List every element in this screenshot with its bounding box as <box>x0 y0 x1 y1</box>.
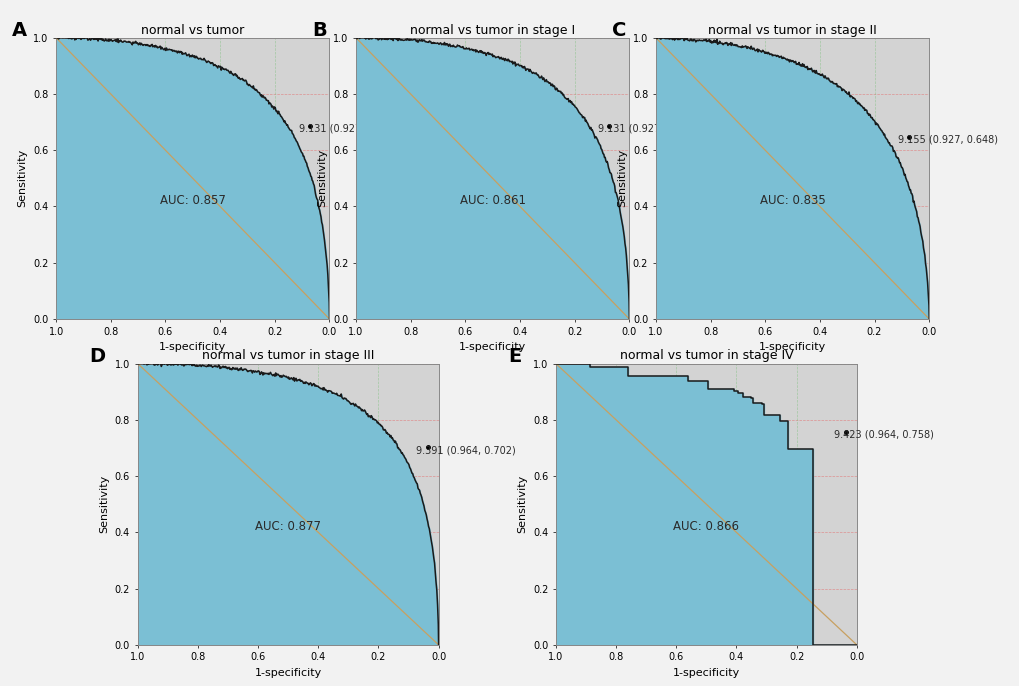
Text: D: D <box>90 346 106 366</box>
Text: AUC: 0.861: AUC: 0.861 <box>460 194 525 207</box>
Y-axis label: Sensitivity: Sensitivity <box>17 150 28 207</box>
Title: normal vs tumor: normal vs tumor <box>141 23 245 36</box>
X-axis label: 1-specificity: 1-specificity <box>255 668 321 678</box>
Text: 9.423 (0.964, 0.758): 9.423 (0.964, 0.758) <box>834 429 932 439</box>
Text: AUC: 0.857: AUC: 0.857 <box>160 194 225 207</box>
X-axis label: 1-specificity: 1-specificity <box>673 668 739 678</box>
X-axis label: 1-specificity: 1-specificity <box>459 342 526 352</box>
Text: 9.391 (0.964, 0.702): 9.391 (0.964, 0.702) <box>416 445 515 455</box>
Text: B: B <box>312 21 327 40</box>
Y-axis label: Sensitivity: Sensitivity <box>616 150 627 207</box>
Text: C: C <box>611 21 626 40</box>
Y-axis label: Sensitivity: Sensitivity <box>99 475 109 533</box>
Text: AUC: 0.866: AUC: 0.866 <box>673 520 739 533</box>
Y-axis label: Sensitivity: Sensitivity <box>517 475 527 533</box>
Text: E: E <box>507 346 521 366</box>
Text: A: A <box>12 21 28 40</box>
X-axis label: 1-specificity: 1-specificity <box>758 342 825 352</box>
Title: normal vs tumor in stage IV: normal vs tumor in stage IV <box>619 349 793 362</box>
Title: normal vs tumor in stage II: normal vs tumor in stage II <box>707 23 876 36</box>
Text: 9.155 (0.927, 0.648): 9.155 (0.927, 0.648) <box>898 134 998 144</box>
Title: normal vs tumor in stage I: normal vs tumor in stage I <box>410 23 575 36</box>
Y-axis label: Sensitivity: Sensitivity <box>317 150 327 207</box>
Text: 9.131 (0.927, 0.685): 9.131 (0.927, 0.685) <box>299 124 398 134</box>
X-axis label: 1-specificity: 1-specificity <box>159 342 226 352</box>
Text: 9.131 (0.927, 0.685): 9.131 (0.927, 0.685) <box>598 124 698 134</box>
Title: normal vs tumor in stage III: normal vs tumor in stage III <box>202 349 374 362</box>
Text: AUC: 0.835: AUC: 0.835 <box>759 194 824 207</box>
Text: AUC: 0.877: AUC: 0.877 <box>255 520 321 533</box>
